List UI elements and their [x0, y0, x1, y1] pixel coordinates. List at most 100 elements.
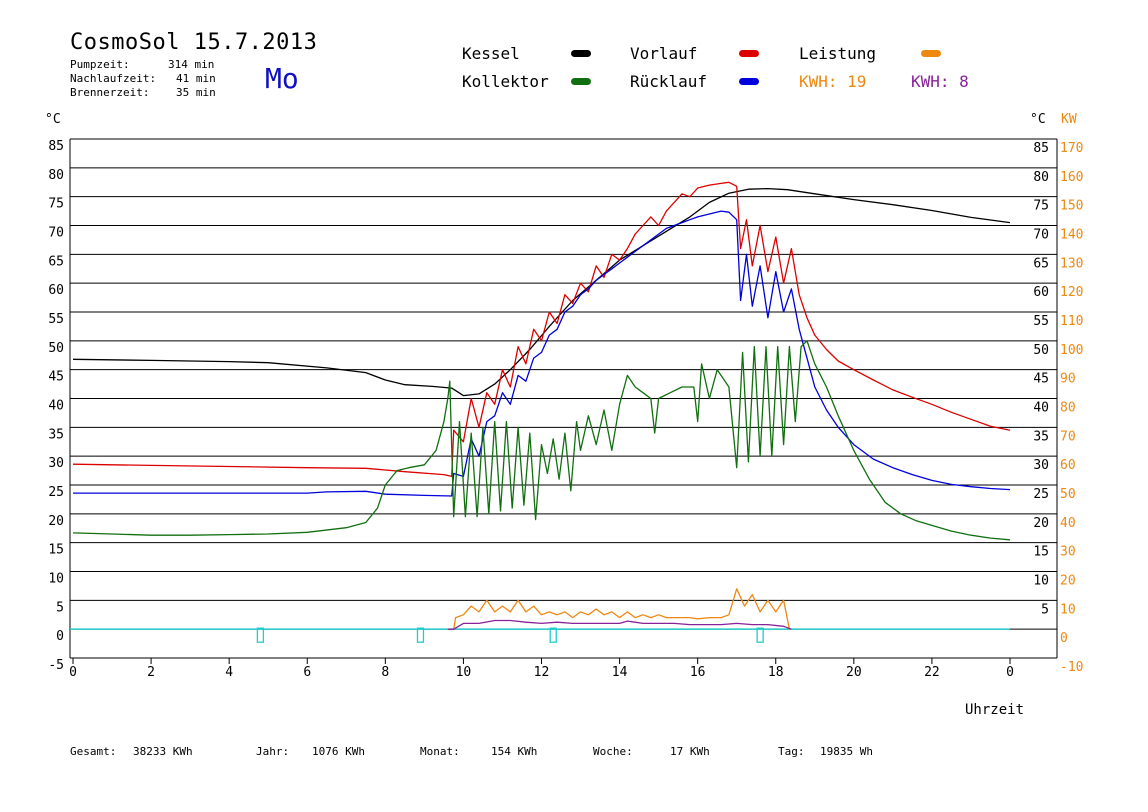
x-tick-label: 8	[381, 665, 389, 680]
y-tick-label-right-kw: 60	[1060, 458, 1076, 473]
legend-kwh-purple: KWH: 8	[911, 72, 969, 91]
series-kollektor	[72, 340, 1011, 541]
chart-title: CosmoSol 15.7.2013	[70, 30, 318, 55]
y-tick-label-left: 30	[48, 456, 64, 471]
y-tick-label-right-kw: 80	[1060, 401, 1076, 416]
x-tick-label: 10	[456, 665, 472, 680]
series-vorlauf	[72, 181, 1011, 478]
pump-marker	[256, 627, 265, 643]
y-tick-label-left: 50	[48, 341, 64, 356]
stat-nachlaufzeit-label: Nachlaufzeit:	[70, 72, 157, 85]
legend-kessel-swatch	[571, 50, 591, 57]
chart-grid	[70, 138, 1057, 659]
legend-kessel-label: Kessel	[462, 44, 520, 63]
y-tick-label-right-celsius: 80	[1033, 170, 1049, 185]
y-tick-label-left: 10	[48, 572, 64, 587]
legend-vorlauf-label: Vorlauf	[630, 44, 698, 63]
x-tick-label: 18	[768, 665, 784, 680]
x-tick-label: 4	[225, 665, 233, 680]
x-tick-label: 22	[924, 665, 940, 680]
y-tick-label-right-kw: 20	[1060, 574, 1076, 589]
stat-brennerzeit-label: Brennerzeit:	[70, 86, 150, 99]
weekday-label: Mo	[265, 62, 299, 95]
y-tick-label-left: 25	[48, 485, 64, 500]
legend-leistung-label: Leistung	[799, 44, 877, 63]
y-tick-label-right-kw: 170	[1060, 141, 1083, 156]
legend-vorlauf-swatch	[739, 50, 759, 57]
y-tick-label-left: 5	[56, 600, 64, 615]
pump-markers	[256, 627, 764, 643]
footer-woche-label: Woche:	[593, 745, 633, 758]
x-tick-label: 16	[690, 665, 706, 680]
y-tick-label-left: 85	[48, 139, 64, 154]
x-tick-label: 6	[303, 665, 311, 680]
stat-pumpzeit-label: Pumpzeit:	[70, 58, 130, 71]
y-tick-label-right-kw: 100	[1060, 343, 1083, 358]
stat-pumpzeit-value: 314 min	[168, 58, 215, 71]
y-tick-label-right-celsius: 45	[1033, 372, 1049, 387]
series-leistung2	[447, 619, 792, 630]
y-tick-label-right-kw: 110	[1060, 314, 1083, 329]
footer-jahr-value: 1076 KWh	[312, 745, 365, 758]
footer-monat-label: Monat:	[420, 745, 460, 758]
footer-gesamt-label: Gesamt:	[70, 745, 117, 758]
y-tick-label-left: -5	[48, 658, 64, 673]
y-tick-label-right-kw: 30	[1060, 545, 1076, 560]
y-tick-label-right-kw: -10	[1060, 660, 1083, 675]
y-tick-label-right-celsius: 55	[1033, 314, 1049, 329]
pump-marker	[416, 627, 425, 643]
y-tick-label-left: 60	[48, 283, 64, 298]
x-tick-label: 2	[147, 665, 155, 680]
y-tick-label-right-celsius: 65	[1033, 256, 1049, 271]
y-tick-label-right-kw: 70	[1060, 429, 1076, 444]
chart-axes	[69, 139, 1058, 664]
x-tick-label: 12	[534, 665, 550, 680]
footer-tag-value: 19835 Wh	[820, 745, 873, 758]
y-tick-label-right-celsius: 50	[1033, 343, 1049, 358]
series-kessel	[72, 187, 1011, 397]
y-tick-label-left: 15	[48, 543, 64, 558]
footer-gesamt-value: 38233 KWh	[133, 745, 193, 758]
chart-tick-labels: 0 2 4 6 8 10 12 14 16 18 20 22 085807570656055504540…	[48, 139, 1083, 680]
y-tick-label-left: 45	[48, 370, 64, 385]
y-tick-label-right-celsius: 70	[1033, 228, 1049, 243]
y-tick-label-right-kw: 40	[1060, 516, 1076, 531]
y-axis-label-right-celsius: °C	[1030, 112, 1046, 127]
legend-leistung-swatch	[921, 50, 941, 57]
y-tick-label-right-kw: 50	[1060, 487, 1076, 502]
chart-series	[70, 181, 1011, 630]
stat-nachlaufzeit-value: 41 min	[176, 72, 216, 85]
y-tick-label-left: 70	[48, 226, 64, 241]
legend-ruecklauf-label: Rücklauf	[630, 72, 708, 91]
y-tick-label-right-kw: 90	[1060, 372, 1076, 387]
y-tick-label-left: 20	[48, 514, 64, 529]
legend-kwh-orange: KWH: 19	[799, 72, 867, 91]
footer-monat-value: 154 KWh	[491, 745, 538, 758]
y-tick-label-right-kw: 130	[1060, 256, 1083, 271]
legend-ruecklauf-swatch	[739, 78, 759, 85]
y-tick-label-left: 80	[48, 168, 64, 183]
footer-tag-label: Tag:	[778, 745, 805, 758]
x-tick-label: 20	[846, 665, 862, 680]
legend-kollektor-swatch	[571, 78, 591, 85]
y-tick-label-left: 35	[48, 427, 64, 442]
y-tick-label-right-celsius: 35	[1033, 429, 1049, 444]
y-tick-label-right-celsius: 40	[1033, 401, 1049, 416]
y-tick-label-right-kw: 10	[1060, 602, 1076, 617]
x-tick-label: 0	[69, 665, 77, 680]
y-tick-label-right-celsius: 10	[1033, 574, 1049, 589]
y-tick-label-right-kw: 150	[1060, 199, 1083, 214]
x-axis-label: Uhrzeit	[965, 702, 1024, 718]
pump-marker	[756, 627, 764, 643]
y-tick-label-left: 65	[48, 254, 64, 269]
series-leistung	[447, 588, 792, 630]
y-tick-label-left: 40	[48, 399, 64, 414]
pump-marker	[549, 627, 557, 643]
y-tick-label-right-kw: 140	[1060, 228, 1083, 243]
y-tick-label-right-celsius: 25	[1033, 487, 1049, 502]
y-axis-label-left: °C	[45, 112, 61, 127]
y-tick-label-right-celsius: 20	[1033, 516, 1049, 531]
x-tick-label: 0	[1006, 665, 1014, 680]
y-tick-label-right-celsius: 5	[1041, 602, 1049, 617]
